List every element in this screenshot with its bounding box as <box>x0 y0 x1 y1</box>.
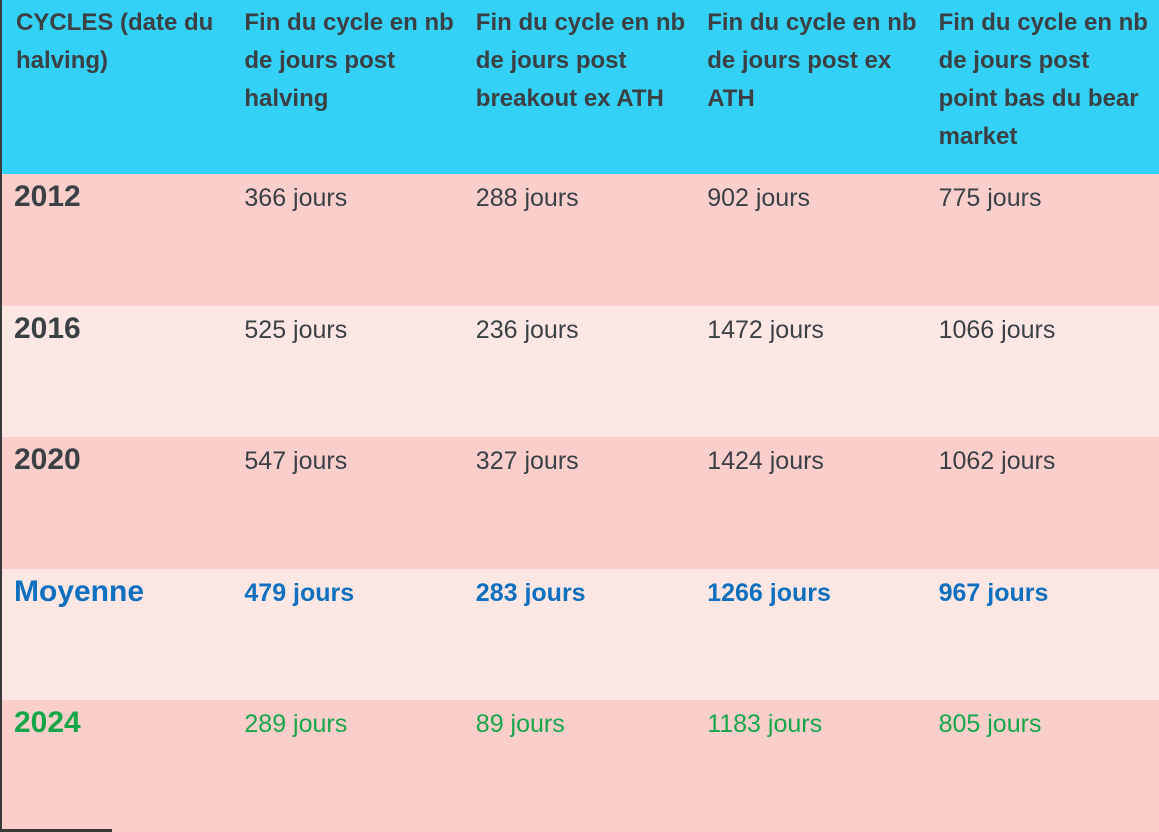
cell-value: 289 jours <box>244 710 348 739</box>
cell-value: 1424 jours <box>707 447 824 476</box>
row-label: 2016 <box>14 311 81 345</box>
cell-value: 89 jours <box>475 710 565 739</box>
cell-value: 805 jours <box>938 710 1042 739</box>
cell-value: 1062 jours <box>938 447 1056 476</box>
column-header-post-halving: Fin du cycle en nb de jours post halving <box>244 9 454 112</box>
column-header-post-breakout: Fin du cycle en nb de jours post breakou… <box>475 9 686 112</box>
cell-value: 525 jours <box>244 315 348 344</box>
cell-value: 366 jours <box>244 184 348 212</box>
cell-value: 902 jours <box>707 184 811 212</box>
cell-value: 967 jours <box>938 578 1049 607</box>
cell-value: 236 jours <box>475 315 579 344</box>
row-label: 2012 <box>14 180 81 213</box>
cell-value: 283 jours <box>475 578 586 607</box>
cell-value: 1183 jours <box>707 710 823 739</box>
cell-value: 288 jours <box>475 184 579 212</box>
table-row-2016: 2016 525 jours 236 jours 1472 jours 1066… <box>2 305 1159 438</box>
table-row-2012: 2012 366 jours 288 jours 902 jours 775 j… <box>2 174 1159 306</box>
cell-value: 327 jours <box>475 447 579 476</box>
table-row-2020: 2020 547 jours 327 jours 1424 jours 1062… <box>2 437 1159 569</box>
table-row-moyenne: Moyenne 479 jours 283 jours 1266 jours 9… <box>2 568 1159 701</box>
table-row-2024: 2024 289 jours 89 jours 1183 jours 805 j… <box>2 700 1159 832</box>
cell-value: 775 jours <box>938 184 1042 212</box>
cell-value: 479 jours <box>244 578 355 607</box>
table-border-fragment <box>2 829 112 832</box>
row-label: 2020 <box>14 443 81 477</box>
row-label: Moyenne <box>14 574 145 608</box>
cell-value: 1266 jours <box>707 578 831 607</box>
column-header-post-ex-ath: Fin du cycle en nb de jours post ex ATH <box>707 9 917 112</box>
column-header-post-point-bas: Fin du cycle en nb de jours post point b… <box>938 9 1148 150</box>
column-header-cycles: CYCLES (date du halving) <box>16 9 214 74</box>
row-label: 2024 <box>14 706 81 740</box>
cell-value: 1066 jours <box>938 315 1056 344</box>
table-header-row: CYCLES (date du halving) Fin du cycle en… <box>2 0 1159 174</box>
cell-value: 1472 jours <box>707 315 824 344</box>
cell-value: 547 jours <box>244 447 348 476</box>
